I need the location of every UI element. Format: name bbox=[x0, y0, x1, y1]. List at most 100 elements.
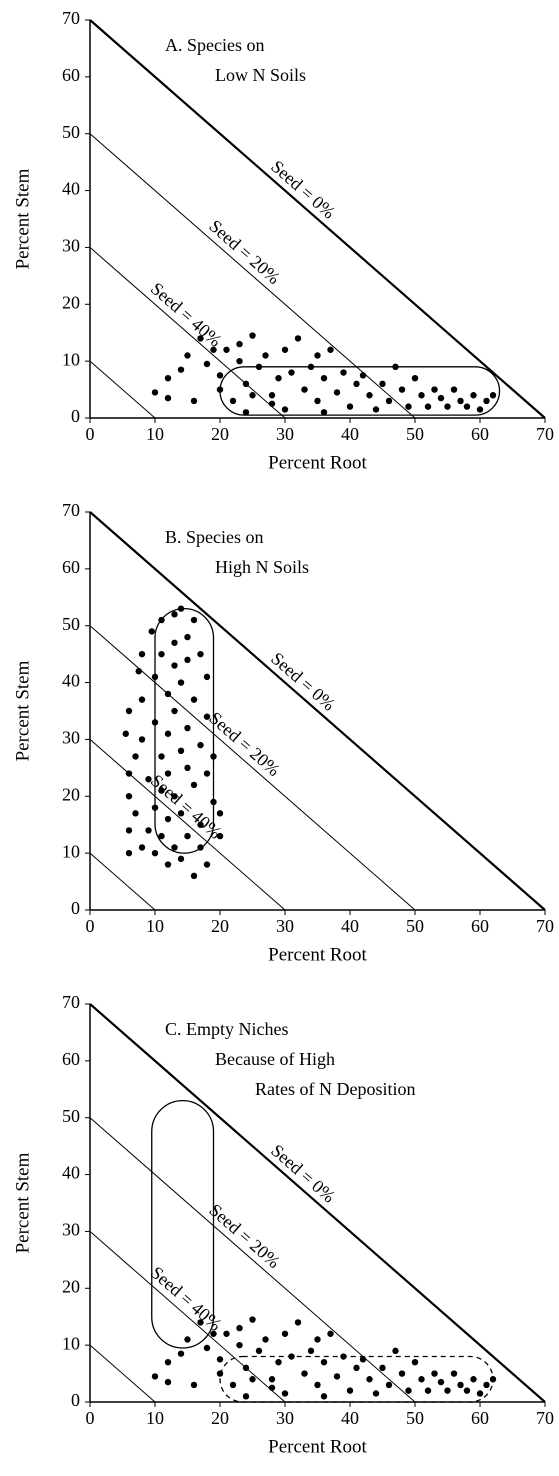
x-tick-label: 40 bbox=[341, 424, 359, 444]
point bbox=[379, 1364, 386, 1372]
point bbox=[151, 719, 159, 726]
point bbox=[216, 1356, 224, 1363]
point bbox=[340, 369, 347, 376]
point bbox=[197, 335, 204, 342]
point bbox=[177, 747, 185, 754]
point bbox=[314, 397, 321, 405]
point bbox=[249, 1376, 256, 1383]
x-tick-label: 0 bbox=[86, 1408, 95, 1428]
point bbox=[203, 673, 211, 681]
point bbox=[418, 1376, 425, 1383]
point bbox=[171, 707, 178, 715]
y-tick-label: 0 bbox=[71, 406, 80, 426]
point bbox=[470, 392, 477, 399]
point bbox=[346, 1387, 354, 1394]
point bbox=[158, 616, 165, 624]
panel-title: C. Empty Niches bbox=[165, 1019, 289, 1039]
point bbox=[392, 363, 399, 371]
point bbox=[281, 406, 289, 413]
x-tick-label: 60 bbox=[471, 424, 489, 444]
point bbox=[190, 397, 198, 405]
x-tick-label: 10 bbox=[146, 1408, 164, 1428]
seed-label: Seed = 40% bbox=[147, 278, 226, 350]
panel-title: Rates of N Deposition bbox=[255, 1079, 415, 1099]
x-tick-label: 20 bbox=[211, 1408, 229, 1428]
point bbox=[242, 1393, 250, 1400]
point bbox=[184, 633, 191, 641]
y-tick-label: 40 bbox=[62, 179, 80, 199]
point bbox=[210, 1330, 217, 1337]
point bbox=[457, 1381, 464, 1389]
seed-line bbox=[89, 852, 156, 911]
point bbox=[184, 352, 191, 359]
point bbox=[138, 844, 146, 851]
x-tick-label: 70 bbox=[536, 1408, 554, 1428]
point bbox=[359, 1356, 367, 1363]
point bbox=[164, 1359, 172, 1366]
point bbox=[379, 380, 386, 388]
x-tick-label: 30 bbox=[276, 424, 294, 444]
point bbox=[203, 770, 211, 777]
x-tick-label: 20 bbox=[211, 424, 229, 444]
point bbox=[158, 787, 165, 794]
point bbox=[281, 1390, 289, 1397]
x-tick-label: 10 bbox=[146, 424, 164, 444]
seed-line bbox=[89, 511, 546, 911]
point bbox=[132, 810, 139, 817]
x-tick-label: 20 bbox=[211, 916, 229, 936]
panel-title: Because of High bbox=[215, 1049, 335, 1069]
x-tick-label: 50 bbox=[406, 916, 424, 936]
dashed-envelope bbox=[219, 1355, 494, 1403]
point bbox=[197, 821, 204, 828]
point bbox=[125, 849, 133, 857]
y-tick-label: 50 bbox=[62, 1106, 80, 1126]
point bbox=[223, 1330, 230, 1337]
x-tick-label: 70 bbox=[536, 916, 554, 936]
seed-line bbox=[89, 360, 156, 419]
point bbox=[158, 650, 165, 658]
point bbox=[483, 1381, 490, 1389]
point bbox=[177, 1350, 185, 1357]
point bbox=[132, 753, 139, 760]
point bbox=[151, 849, 159, 857]
point bbox=[307, 363, 315, 371]
point bbox=[255, 363, 263, 371]
point bbox=[197, 650, 204, 658]
point bbox=[229, 1381, 237, 1389]
x-tick-label: 30 bbox=[276, 1408, 294, 1428]
point bbox=[366, 392, 373, 399]
point bbox=[190, 696, 198, 703]
point bbox=[145, 776, 152, 783]
point bbox=[281, 346, 289, 353]
point bbox=[190, 1381, 198, 1389]
point bbox=[158, 753, 165, 760]
point bbox=[197, 844, 204, 851]
point bbox=[184, 764, 191, 772]
point bbox=[236, 357, 243, 365]
point bbox=[268, 392, 276, 399]
point bbox=[333, 1373, 341, 1380]
x-tick-label: 0 bbox=[86, 424, 95, 444]
point bbox=[210, 753, 217, 760]
point bbox=[242, 409, 250, 416]
point bbox=[203, 360, 211, 368]
y-tick-label: 50 bbox=[62, 614, 80, 634]
y-tick-label: 70 bbox=[62, 8, 80, 28]
point bbox=[151, 1373, 159, 1380]
point bbox=[184, 724, 191, 732]
point bbox=[216, 386, 224, 393]
y-tick-label: 70 bbox=[62, 992, 80, 1012]
point bbox=[164, 375, 172, 382]
x-tick-label: 70 bbox=[536, 424, 554, 444]
point bbox=[151, 673, 159, 681]
point bbox=[281, 1330, 289, 1337]
point bbox=[177, 366, 185, 373]
x-tick-label: 40 bbox=[341, 1408, 359, 1428]
point bbox=[164, 690, 172, 698]
point bbox=[431, 1370, 438, 1377]
point bbox=[184, 656, 191, 664]
point bbox=[177, 810, 185, 817]
seed-line bbox=[89, 1344, 156, 1403]
